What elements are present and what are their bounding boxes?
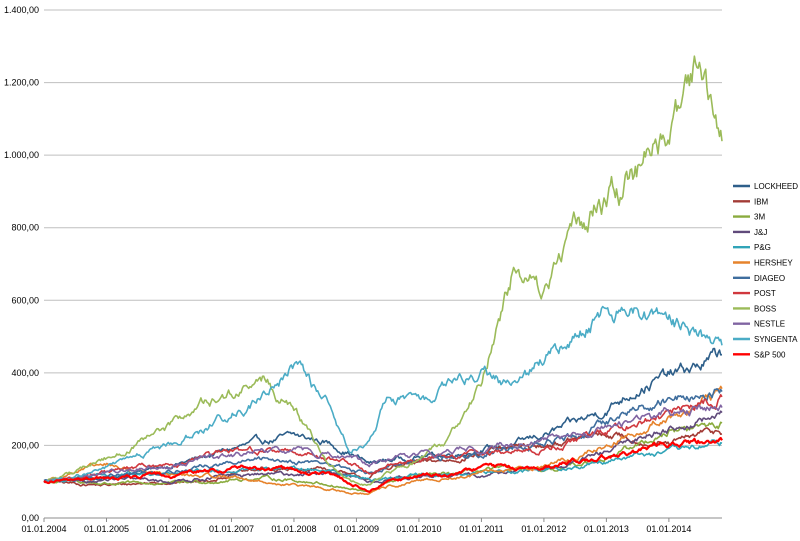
x-tick-label: 01.01.2004 — [21, 524, 66, 534]
y-tick-label: 1.000,00 — [4, 150, 39, 160]
legend-label: DIAGEO — [754, 274, 785, 283]
series-line-boss — [43, 55, 723, 487]
legend-label: S&P 500 — [754, 350, 786, 359]
legend-label: LOCKHEED — [754, 182, 798, 191]
x-tick-label: 01.01.2011 — [459, 524, 503, 534]
series-line-s-p-500 — [43, 436, 723, 493]
series-line-diageo — [43, 387, 723, 483]
x-tick-label: 01.01.2013 — [584, 524, 629, 534]
y-tick-label: 800,00 — [11, 223, 39, 233]
legend-label: NESTLE — [754, 320, 785, 329]
gridlines — [44, 9, 722, 446]
y-tick-label: 400,00 — [11, 368, 39, 378]
x-tick-label: 01.01.2006 — [146, 524, 191, 534]
y-tick-label: 200,00 — [11, 440, 39, 450]
y-tick-label: 0,00 — [21, 513, 39, 523]
series-lines — [43, 55, 723, 496]
legend-label: SYNGENTA — [754, 335, 798, 344]
x-tick-label: 01.01.2005 — [84, 524, 129, 534]
x-tick-label: 01.01.2008 — [271, 524, 316, 534]
legend-label: J&J — [754, 228, 767, 237]
legend-label: IBM — [754, 197, 769, 206]
legend: LOCKHEED IBM 3M J&J P&G HERSHEY DIAGEO POST BOSS… — [733, 182, 798, 359]
x-tick-label: 01.01.2007 — [209, 524, 254, 534]
legend-label: P&G — [754, 243, 771, 252]
series-line-syngenta — [43, 305, 723, 483]
legend-label: POST — [754, 289, 776, 298]
series-line-nestle — [43, 403, 723, 484]
y-tick-label: 1.400,00 — [4, 5, 39, 15]
legend-label: 3M — [754, 213, 765, 222]
legend-label: BOSS — [754, 304, 776, 313]
axes: 0,00 200,00 400,00 600,00 800,00 1.000,00 1.20… — [4, 5, 722, 534]
series-line-lockheed — [43, 347, 723, 484]
x-tick-label: 01.01.2014 — [646, 524, 691, 534]
y-tick-label: 600,00 — [11, 295, 39, 305]
series-line-hershey — [44, 385, 723, 496]
x-tick-label: 01.01.2012 — [521, 524, 566, 534]
x-tick-label: 01.01.2010 — [396, 524, 441, 534]
series-line-j-j — [43, 410, 723, 485]
y-tick-label: 1.200,00 — [4, 78, 39, 88]
series-line-post — [43, 393, 723, 483]
legend-label: HERSHEY — [754, 259, 793, 268]
x-tick-label: 01.01.2009 — [334, 524, 379, 534]
